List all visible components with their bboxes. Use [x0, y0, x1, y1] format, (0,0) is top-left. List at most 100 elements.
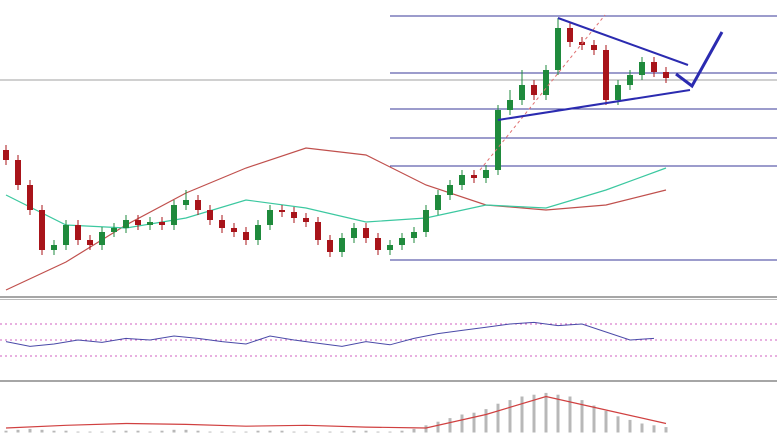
histogram-bar [424, 425, 428, 433]
histogram-bar [544, 392, 548, 433]
candle-body [423, 210, 429, 232]
candle-body [135, 220, 141, 225]
plot [0, 15, 777, 433]
candle-body [543, 70, 549, 95]
signal-line [5, 395, 667, 429]
candle-body [315, 222, 321, 240]
candle-body [291, 212, 297, 218]
histogram-bar [112, 430, 116, 433]
histogram-bar [508, 400, 512, 433]
histogram-bar [28, 428, 32, 433]
candle-body [207, 210, 213, 220]
candle-body [627, 75, 633, 85]
candle-body [75, 225, 81, 240]
histogram-bar [580, 400, 584, 433]
histogram-bar [388, 431, 392, 433]
histogram-bar [16, 429, 20, 433]
candle-body [483, 170, 489, 178]
histogram-bar [328, 431, 332, 433]
candle-body [15, 160, 21, 185]
candle-body [171, 205, 177, 225]
candle-body [219, 220, 225, 228]
histogram-bar [232, 431, 236, 433]
histogram-bar [304, 431, 308, 433]
candle-body [111, 228, 117, 232]
candle-body [339, 238, 345, 252]
histogram-bar [592, 405, 596, 433]
histogram-bar [484, 409, 488, 433]
candle-body [159, 222, 165, 225]
histogram-bar [196, 430, 200, 433]
candle-body [351, 228, 357, 238]
candle-body [603, 50, 609, 100]
candle-body [147, 222, 153, 225]
candle-body [531, 85, 537, 95]
upper-trendline [557, 17, 689, 66]
histogram-bar [280, 430, 284, 433]
candle-body [183, 200, 189, 205]
candle-body [411, 232, 417, 238]
candle-body [495, 110, 501, 170]
histogram-bar [100, 431, 104, 433]
histogram-bar [628, 419, 632, 433]
histogram-bar [160, 430, 164, 433]
histogram-bar [268, 430, 272, 433]
histogram-bar [292, 431, 296, 433]
histogram-bar [220, 431, 224, 433]
histogram-bar [64, 430, 68, 433]
histogram-bar [412, 428, 416, 433]
candle-body [39, 210, 45, 250]
histogram-bar [448, 418, 452, 433]
histogram-bar [136, 430, 140, 433]
candle-body [615, 85, 621, 100]
candle-body [27, 185, 33, 210]
histogram-bar [400, 430, 404, 433]
histogram-bar [340, 431, 344, 433]
moving-average [5, 167, 667, 229]
histogram-bar [556, 394, 560, 433]
histogram-bar [148, 431, 152, 433]
candle-body [639, 62, 645, 75]
histogram-bar [352, 430, 356, 433]
histogram-bar [316, 431, 320, 433]
candle-body [279, 210, 285, 212]
histogram-bar [496, 403, 500, 433]
histogram-bar [184, 429, 188, 433]
histogram-bar [364, 430, 368, 433]
candle-body [3, 150, 9, 160]
histogram-bar [652, 425, 656, 433]
candle-body [195, 200, 201, 210]
projection-arrow [675, 31, 724, 89]
candle-body [399, 238, 405, 245]
candle-body [327, 240, 333, 252]
candle-body [99, 232, 105, 245]
candle-body [663, 72, 669, 78]
histogram-bar [52, 430, 56, 433]
candle-body [519, 85, 525, 100]
candle-body [459, 175, 465, 185]
candle-body [435, 195, 441, 210]
candle-body [123, 220, 129, 228]
histogram-bar [124, 430, 128, 433]
candle-body [363, 228, 369, 238]
candle-body [255, 225, 261, 240]
candle-body [591, 45, 597, 50]
candle-body [87, 240, 93, 245]
histogram-bar [520, 396, 524, 433]
histogram-bar [172, 429, 176, 433]
histogram-bar [88, 431, 92, 433]
histogram-bar [604, 410, 608, 433]
candle-body [651, 62, 657, 72]
histogram-bar [208, 431, 212, 433]
candle-body [567, 28, 573, 42]
histogram-bar [472, 412, 476, 433]
candle-body [51, 245, 57, 250]
histogram-bar [256, 430, 260, 433]
candle-body [267, 210, 273, 225]
candle-body [303, 218, 309, 222]
lower-trendline [497, 89, 691, 121]
histogram-bar [532, 394, 536, 433]
histogram-bar [244, 431, 248, 433]
